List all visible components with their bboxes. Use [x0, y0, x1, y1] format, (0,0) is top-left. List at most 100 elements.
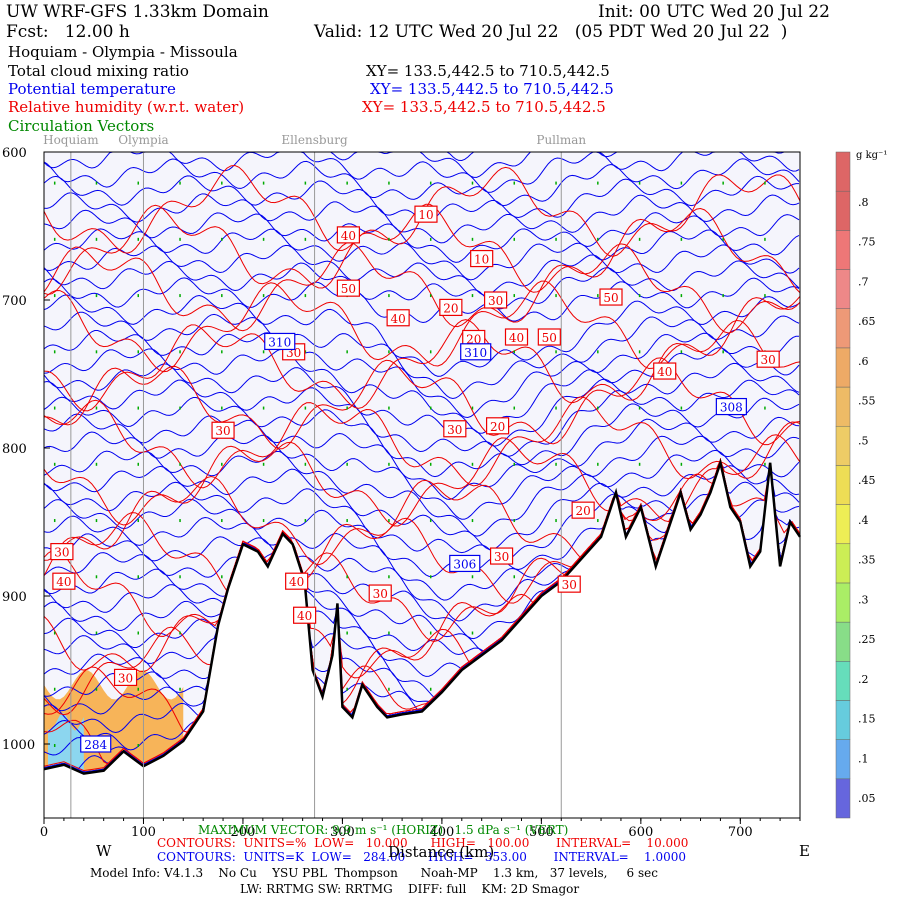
colorbar-segment: [835, 504, 851, 545]
rh-label: 40: [657, 365, 672, 379]
rh-line: [43, 242, 801, 334]
vector-mark: [680, 462, 683, 466]
vector-mark: [764, 406, 766, 410]
rh-label: 20: [443, 301, 458, 315]
xy-red: XY= 133.5,442.5 to 710.5,442.5: [362, 98, 606, 116]
vector-mark: [53, 631, 56, 635]
vector-mark: [53, 181, 56, 185]
vector-mark: [304, 181, 307, 185]
vector-mark: [304, 350, 307, 354]
theta-line: [43, 244, 800, 296]
rh-label: 30: [562, 578, 577, 592]
vector-mark: [388, 294, 390, 298]
rh-label-box: [484, 291, 508, 309]
theta-label-box: [264, 332, 296, 351]
vector-mark: [262, 462, 265, 466]
vector-mark: [95, 462, 98, 466]
xy-black: XY= 133.5,442.5 to 710.5,442.5: [366, 62, 610, 80]
vector-mark: [597, 237, 599, 241]
rh-label-box: [443, 420, 467, 438]
vector-mark: [555, 350, 557, 354]
colorbar-segment: [835, 543, 851, 584]
place-label: Pullman: [536, 133, 586, 147]
vector-mark: [429, 462, 432, 466]
vector-mark: [722, 350, 724, 354]
vector-mark: [680, 237, 683, 241]
colorbar-segment: [835, 465, 851, 505]
vector-mark: [638, 350, 641, 354]
vector-mark: [95, 294, 98, 298]
colorbar-segment: [835, 778, 851, 819]
vector-mark: [388, 181, 390, 185]
rh-label: 30: [215, 424, 230, 438]
rh-label-box: [557, 575, 581, 593]
rh-label: 30: [488, 294, 503, 308]
rh-label-box: [439, 298, 463, 316]
vector-mark: [179, 687, 181, 691]
physics-info: LW: RRTMG SW: RRTMG DIFF: full KM: 2D Sm…: [240, 882, 580, 896]
vector-mark: [137, 687, 140, 691]
y-tick-label: 700: [2, 294, 27, 309]
rh-label-box: [414, 205, 438, 223]
rh-label-box: [756, 350, 780, 368]
vector-mark: [346, 462, 348, 466]
vector-mark: [680, 350, 683, 354]
rh-line: [43, 457, 801, 566]
colorbar-segment: [835, 151, 851, 192]
x-tick-label: 300: [330, 825, 355, 840]
vector-mark: [555, 294, 557, 298]
below-ground: [44, 462, 800, 818]
vector-mark: [638, 406, 641, 410]
rh-label: 30: [118, 671, 133, 685]
vector-mark: [221, 181, 223, 185]
vector-mark: [471, 575, 474, 579]
rh-label: 50: [603, 291, 618, 305]
rh-line: [43, 280, 801, 373]
vector-mark: [764, 462, 766, 466]
rh-label-box: [50, 542, 74, 561]
vector-mark: [680, 294, 683, 298]
vector-mark: [179, 631, 181, 635]
colorbar-label: .15: [858, 713, 876, 726]
rh-label: 40: [56, 575, 71, 589]
rh-label: 40: [289, 575, 304, 589]
theta-label: 284: [84, 738, 107, 752]
vector-mark: [555, 181, 557, 185]
vector-mark: [262, 237, 265, 241]
y-tick-label: 600: [2, 146, 27, 161]
legend-theta: Potential temperature: [8, 80, 176, 98]
vector-mark: [597, 462, 599, 466]
init-time: Init: 00 UTC Wed 20 Jul 22: [598, 2, 830, 22]
colorbar-segment: [835, 269, 851, 309]
vector-mark: [597, 519, 599, 523]
colorbar-label: .7: [858, 275, 869, 288]
vector-mark: [471, 631, 474, 635]
rh-label-box: [52, 572, 76, 590]
rh-label: 40: [390, 312, 405, 326]
place-label: Olympia: [118, 133, 169, 147]
rh-line: [43, 319, 801, 412]
colorbar-segment: [835, 190, 851, 231]
colorbar-label: .4: [858, 514, 869, 527]
rh-label-box: [211, 421, 235, 439]
colorbar-segment: [835, 230, 851, 270]
theta-label-box: [80, 735, 112, 753]
colorbar-segment: [835, 700, 851, 740]
theta-line: [43, 396, 800, 478]
rh-label: 50: [542, 331, 557, 345]
theta-label: 310: [268, 335, 291, 349]
model-title: UW WRF-GFS 1.33km Domain: [6, 2, 269, 22]
vector-mark: [179, 350, 181, 354]
vector-mark: [513, 181, 516, 185]
x-tick-label: 0: [40, 825, 48, 840]
colorbar-segment: [835, 739, 851, 780]
vector-mark: [221, 237, 223, 241]
colorbar-label: .6: [858, 355, 869, 368]
vector-mark: [346, 519, 348, 523]
vector-mark: [471, 237, 474, 241]
vector-mark: [221, 462, 223, 466]
x-tick-label: 100: [131, 825, 156, 840]
colorbar-segment: [835, 386, 851, 427]
vector-mark: [262, 519, 265, 523]
